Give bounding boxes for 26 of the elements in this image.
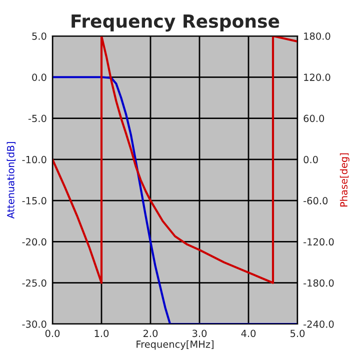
y-tick-label: -30.0 — [22, 320, 46, 328]
y-tick-label: 0.0 — [32, 74, 46, 81]
y2-tick-label: -60.0 — [304, 197, 328, 204]
y2-tick-label: 60.0 — [304, 114, 324, 122]
y2-tick-label: 0.0 — [304, 156, 318, 164]
y-tick-label: -5.0 — [28, 114, 46, 122]
y2-tick-label: -240.0 — [304, 320, 334, 328]
y-tick-label: -10.0 — [22, 156, 46, 164]
y2-tick-label: 120.0 — [304, 74, 330, 81]
y2-tick-label: 180.0 — [304, 32, 330, 40]
x-tick-label: 4.0 — [241, 330, 256, 338]
x-axis-title: Frequency[MHz] — [136, 340, 214, 350]
chart-title: Frequency Response — [72, 14, 280, 32]
y2-tick-label: -180.0 — [304, 279, 334, 287]
y-tick-label: 5.0 — [32, 32, 46, 40]
x-tick-label: 5.0 — [290, 330, 305, 338]
y2-tick-label: -120.0 — [304, 238, 334, 246]
y-tick-label: -25.0 — [22, 279, 46, 287]
y-tick-label: -15.0 — [22, 197, 46, 204]
y2-axis-title: Phase[deg] — [340, 153, 350, 207]
x-tick-label: 0.0 — [45, 330, 60, 338]
y-tick-label: -20.0 — [22, 238, 46, 246]
x-tick-label: 2.0 — [143, 330, 158, 338]
y-axis-title: Attenuation[dB] — [6, 142, 16, 219]
x-tick-label: 1.0 — [94, 330, 109, 338]
x-tick-label: 3.0 — [192, 330, 207, 338]
